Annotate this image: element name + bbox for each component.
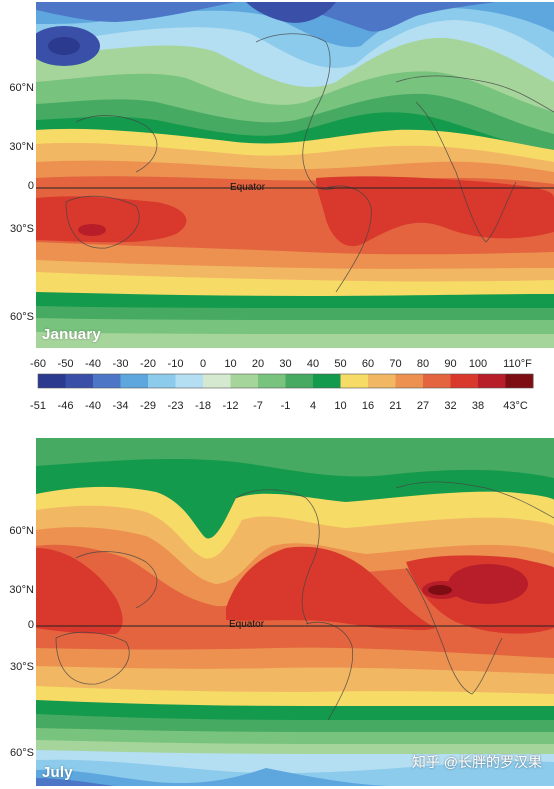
- legend-fahrenheit-label: 90: [444, 358, 456, 370]
- july-label: July: [42, 764, 73, 781]
- legend-celsius-label: -23: [168, 400, 184, 412]
- legend-celsius-label: -12: [223, 400, 239, 412]
- legend-celsius-label: -1: [281, 400, 291, 412]
- legend-fahrenheit-label: -60: [30, 358, 46, 370]
- legend-swatch: [423, 374, 451, 388]
- legend-swatch: [230, 374, 259, 388]
- lat-label-30s: 30°S: [10, 223, 34, 235]
- legend-fahrenheit-label: 70: [389, 358, 401, 370]
- january-label: January: [42, 326, 101, 343]
- legend-swatch: [368, 374, 396, 388]
- january-temperature-map: Equator January: [36, 2, 554, 348]
- legend-fahrenheit-label: -20: [140, 358, 156, 370]
- legend-fahrenheit-label: 100: [469, 358, 487, 370]
- legend-fahrenheit-label: -30: [113, 358, 129, 370]
- legend-fahrenheit-label: 110°F: [503, 358, 532, 370]
- lat-label-30s: 30°S: [10, 661, 34, 673]
- legend-celsius-label: -46: [58, 400, 74, 412]
- legend-fahrenheit-label: -10: [168, 358, 184, 370]
- legend-swatch: [65, 374, 94, 388]
- january-equator-label: Equator: [230, 182, 266, 193]
- legend-celsius-label: -51: [30, 400, 46, 412]
- legend-fahrenheit-label: 50: [334, 358, 346, 370]
- legend-fahrenheit-label: 30: [279, 358, 291, 370]
- legend-fahrenheit-label: 80: [417, 358, 429, 370]
- january-map-svg: [36, 2, 554, 348]
- legend-celsius-label: 27: [417, 400, 429, 412]
- legend-fahrenheit-label: 0: [200, 358, 206, 370]
- legend-swatch: [285, 374, 314, 388]
- legend-swatch: [505, 374, 534, 388]
- legend-celsius-label: 43°C: [503, 400, 528, 412]
- legend-celsius-label: 4: [310, 400, 316, 412]
- legend-fahrenheit-label: 10: [224, 358, 236, 370]
- legend-swatch: [38, 374, 66, 388]
- legend-fahrenheit-label: -50: [58, 358, 74, 370]
- legend-celsius-label: 16: [362, 400, 374, 412]
- lat-label-60n: 60°N: [9, 82, 34, 94]
- lat-label-0: 0: [27, 619, 34, 631]
- legend-swatch: [175, 374, 204, 388]
- legend-fahrenheit-label: 20: [252, 358, 264, 370]
- legend-celsius-label: 21: [389, 400, 401, 412]
- legend-celsius-label: -40: [85, 400, 101, 412]
- july-equator-label: Equator: [229, 619, 265, 630]
- watermark: 知乎 @长胖的罗汉果: [411, 754, 542, 770]
- july-map-svg: [36, 438, 554, 786]
- legend-fahrenheit-label: 60: [362, 358, 374, 370]
- july-temperature-map: Equator July 知乎 @长胖的罗汉果: [36, 438, 554, 786]
- legend-swatch: [478, 374, 506, 388]
- legend-celsius-label: 38: [472, 400, 484, 412]
- legend-celsius-label: -34: [113, 400, 129, 412]
- lat-label-30n: 30°N: [9, 584, 34, 596]
- lat-label-60s: 60°S: [10, 311, 34, 323]
- legend-swatch: [148, 374, 176, 388]
- legend-swatch: [120, 374, 149, 388]
- legend-fahrenheit-label: -40: [85, 358, 101, 370]
- legend-swatch: [450, 374, 479, 388]
- lat-label-30n: 30°N: [9, 141, 34, 153]
- temperature-legend: -60 -50 -40 -30 -20 -10 0 10 20 30 40 50 60 70 80 90 100…: [0, 352, 554, 418]
- legend-celsius-label: -18: [195, 400, 211, 412]
- lat-label-60n: 60°N: [9, 525, 34, 537]
- legend-celsius-label: -29: [140, 400, 156, 412]
- legend-swatch: [340, 374, 369, 388]
- lat-label-60s: 60°S: [10, 747, 34, 759]
- lat-label-0: 0: [27, 180, 34, 192]
- legend-swatch: [395, 374, 424, 388]
- legend-swatch: [313, 374, 341, 388]
- legend-svg: -60 -50 -40 -30 -20 -10 0 10 20 30 40 50 60 70 80 90 100…: [30, 358, 534, 412]
- legend-frame: [37, 373, 534, 389]
- legend-celsius-label: 32: [444, 400, 456, 412]
- legend-swatch: [203, 374, 231, 388]
- legend-swatch: [93, 374, 121, 388]
- legend-swatch: [258, 374, 286, 388]
- legend-celsius-label: -7: [253, 400, 263, 412]
- legend-celsius-label: 10: [334, 400, 346, 412]
- legend-fahrenheit-label: 40: [307, 358, 319, 370]
